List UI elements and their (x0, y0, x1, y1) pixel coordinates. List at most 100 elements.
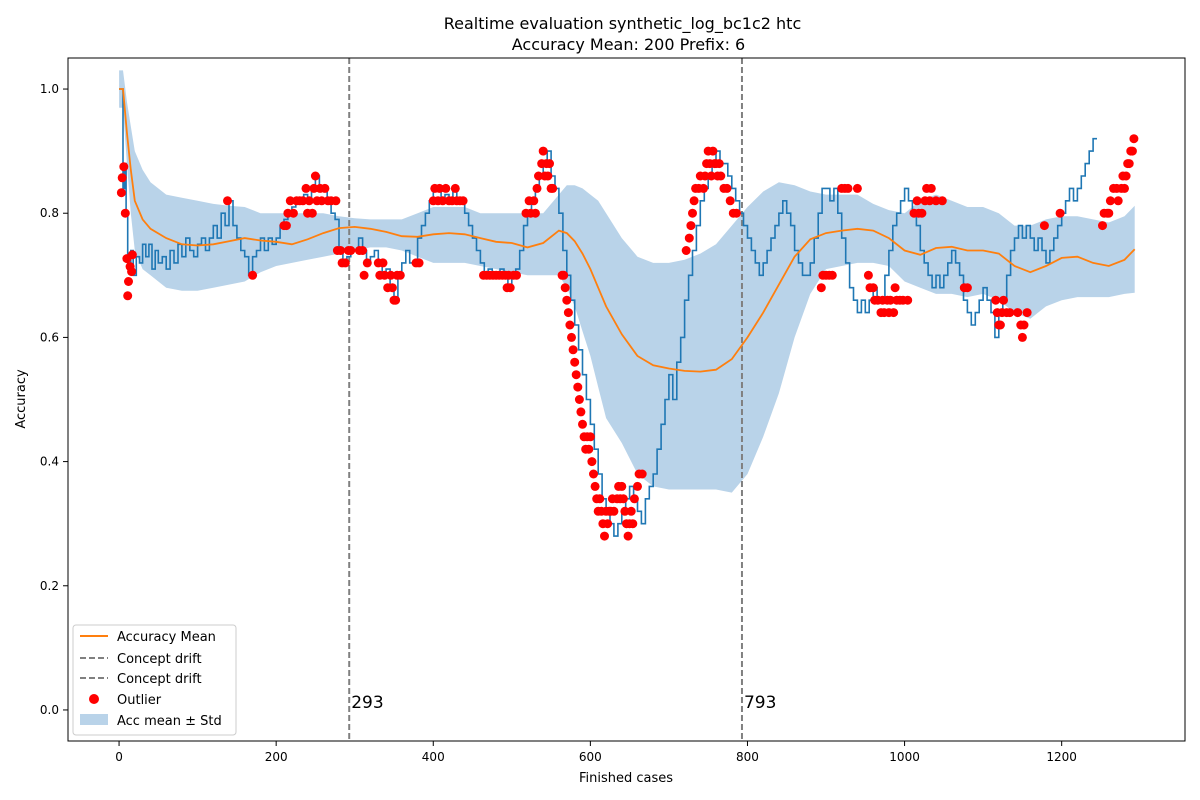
outlier-point (438, 196, 448, 206)
outlier-point (450, 183, 460, 193)
accuracy-mean-line (119, 88, 1136, 373)
outlier-point (912, 196, 922, 206)
legend-drift-label-1: Concept drift (117, 652, 202, 667)
x-tick-label: 400 (422, 750, 445, 764)
outlier-point (1022, 308, 1032, 318)
std-band (119, 70, 1135, 493)
outlier-point (380, 270, 390, 280)
y-axis-ticks: 0.0 0.2 0.4 0.6 0.8 1.0 (40, 82, 68, 717)
outlier-point (1120, 183, 1129, 193)
outlier-point (301, 183, 311, 193)
outlier-point (362, 258, 372, 268)
outlier-point (378, 258, 388, 268)
line-layer (119, 88, 1136, 537)
outlier-point (124, 277, 133, 286)
outlier-point (623, 531, 633, 541)
outlier-point (633, 481, 642, 491)
outlier-point (1039, 221, 1049, 231)
outlier-point (1124, 159, 1134, 169)
outlier-point (1105, 196, 1115, 206)
outlier-point (917, 208, 927, 218)
outlier-point (248, 270, 258, 280)
outlier-point (310, 171, 320, 181)
outlier-point (548, 183, 558, 193)
outlier-point (626, 506, 636, 516)
outlier-point (559, 270, 569, 280)
outlier-point (285, 196, 295, 206)
outlier-point (937, 196, 947, 206)
outlier-point (600, 531, 609, 541)
outlier-point (435, 183, 444, 193)
outlier-point (1017, 332, 1027, 342)
outlier-point (340, 258, 350, 268)
std-band-layer (119, 70, 1135, 493)
outlier-point (563, 308, 573, 318)
y-axis-label: Accuracy (14, 369, 29, 429)
outlier-point (576, 407, 586, 417)
outlier-point (890, 283, 900, 293)
legend-mean-label: Accuracy Mean (117, 630, 216, 645)
chart-title: Realtime evaluation synthetic_log_bc1c2 … (444, 14, 801, 34)
outlier-point (1019, 320, 1029, 330)
outlier-point (725, 196, 735, 206)
outlier-point (637, 469, 647, 479)
outlier-point (127, 267, 137, 277)
outlier-point (684, 233, 694, 243)
outlier-point (512, 270, 521, 280)
outlier-point (543, 171, 553, 181)
outlier-point (708, 146, 718, 156)
outlier-point (699, 183, 708, 193)
y-tick-label: 0.6 (40, 330, 59, 344)
outlier-point (722, 183, 732, 193)
outlier-point (889, 308, 899, 318)
outlier-point (595, 494, 605, 504)
outlier-point (603, 519, 613, 529)
outlier-point (863, 270, 873, 280)
outlier-point (441, 183, 451, 193)
outlier-point (568, 345, 578, 355)
outlier-point (1098, 221, 1107, 231)
outlier-point (925, 196, 935, 206)
outlier-point (999, 295, 1008, 305)
outlier-point (223, 196, 232, 206)
outlier-point (926, 183, 936, 193)
outlier-point (395, 270, 405, 280)
outlier-point (387, 283, 397, 293)
outlier-point (578, 419, 587, 429)
outlier-point (714, 159, 724, 169)
outlier-point (123, 291, 133, 301)
y-tick-label: 0.2 (40, 579, 59, 593)
outlier-point (732, 208, 741, 218)
outlier-point (574, 395, 584, 404)
outlier-point (620, 506, 630, 516)
outlier-point (1013, 308, 1023, 318)
legend-drift-label-2: Concept drift (117, 672, 202, 687)
legend: Accuracy Mean Concept drift Concept drif… (72, 624, 237, 736)
outlier-point (962, 283, 972, 293)
outlier-point (534, 171, 543, 181)
x-tick-label: 600 (579, 750, 602, 764)
outlier-point (843, 183, 853, 193)
outlier-layer (116, 134, 1139, 541)
legend-outlier-swatch (89, 694, 99, 704)
outlier-point (458, 196, 468, 206)
outlier-point (995, 320, 1005, 330)
outlier-point (304, 196, 314, 206)
outlier-point (686, 221, 696, 231)
outlier-point (590, 481, 600, 491)
outlier-point (852, 183, 862, 193)
outlier-point (689, 196, 699, 206)
outlier-point (618, 494, 628, 504)
outlier-point (317, 196, 327, 206)
outlier-point (538, 146, 548, 156)
outlier-point (120, 208, 130, 218)
outlier-point (571, 370, 581, 380)
y-tick-label: 0.4 (40, 455, 59, 469)
drift-label-1: 293 (351, 693, 383, 713)
x-tick-label: 1200 (1046, 750, 1077, 764)
y-tick-label: 0.8 (40, 206, 59, 220)
x-tick-label: 200 (265, 750, 288, 764)
outlier-point (681, 246, 691, 255)
outlier-point (346, 246, 356, 255)
